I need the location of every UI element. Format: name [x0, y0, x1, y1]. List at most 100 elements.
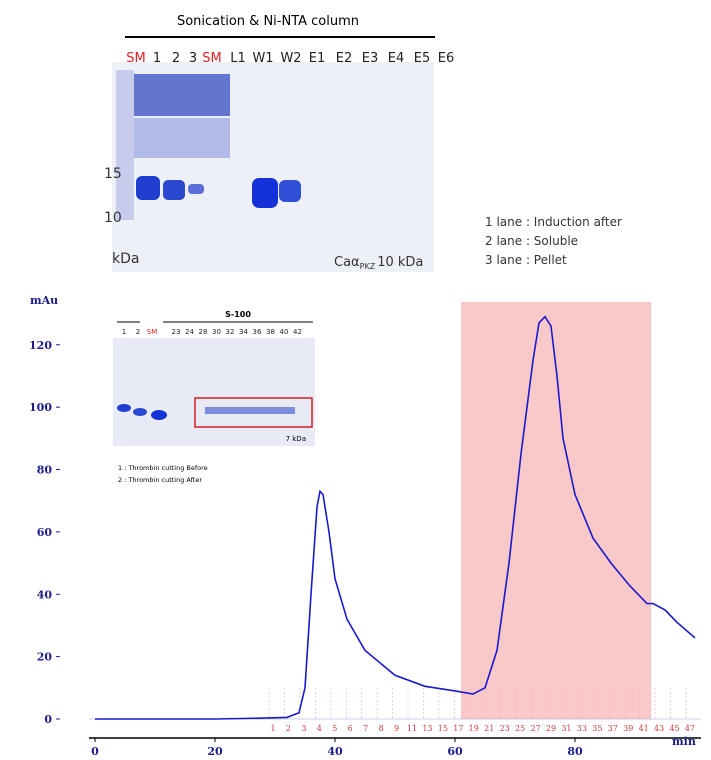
- lane-label: E3: [362, 51, 379, 66]
- inset-note: 1 : Thrombin cutting Before: [118, 464, 208, 472]
- lane-label: 42: [293, 328, 302, 336]
- lane-label: W1: [252, 51, 273, 66]
- fraction-label: 37: [608, 724, 618, 733]
- y-tick-label: 0: [44, 713, 52, 726]
- lane-label: 30: [212, 328, 221, 336]
- fraction-label: 5: [332, 724, 337, 733]
- lane-label: 3: [189, 51, 197, 66]
- trace: [95, 315, 696, 720]
- fraction-label: 27: [530, 724, 540, 733]
- fraction-label: 11: [407, 724, 417, 733]
- lane-label: 40: [280, 328, 289, 336]
- band: [188, 184, 204, 194]
- fraction-label: 45: [669, 724, 679, 733]
- fraction-label: 19: [469, 724, 479, 733]
- fraction-label: 25: [515, 724, 525, 733]
- fraction-label: 21: [484, 724, 494, 733]
- lane-label: SM: [126, 51, 145, 66]
- inset-gel: S-100 1 2 SM 23 24 28 30 32 34 36 38 40 42 7 kDa 1 :…: [113, 310, 315, 484]
- lane-label: E6: [438, 51, 455, 66]
- band: [252, 178, 278, 208]
- protein: CaαPKZ 10 kDa: [334, 255, 423, 271]
- fraction-label: 17: [453, 724, 463, 733]
- legend-line: 2 lane : Soluble: [485, 234, 578, 248]
- legend-line: 3 lane : Pellet: [485, 253, 567, 267]
- ladder: [116, 70, 134, 220]
- fraction-label: 29: [546, 724, 556, 733]
- lane-label: E2: [336, 51, 353, 66]
- gel-title: Sonication & Ni-NTA column: [177, 14, 359, 29]
- unit: kDa: [112, 251, 139, 267]
- fraction-label: 8: [379, 724, 384, 733]
- legend-line: 1 lane : Induction after: [485, 215, 622, 229]
- fraction-label: 31: [561, 724, 571, 733]
- y-tick-label: 60: [37, 526, 53, 539]
- lane-label: 28: [199, 328, 208, 336]
- band: [279, 180, 301, 202]
- lane-label: SM: [147, 328, 157, 336]
- fraction-label: 13: [422, 724, 432, 733]
- band: [151, 410, 167, 420]
- lane-label: 32: [226, 328, 235, 336]
- lane-label: E4: [388, 51, 405, 66]
- band: [163, 180, 185, 200]
- lane-label: SM: [202, 51, 221, 66]
- band: [134, 74, 230, 116]
- x-tick-label: 0: [91, 745, 99, 758]
- lane-label: 2: [136, 328, 140, 336]
- lane-label: 2: [172, 51, 180, 66]
- y-tick-label: 20: [37, 651, 53, 664]
- lane-label: W2: [280, 51, 301, 66]
- lane-label: L1: [230, 51, 246, 66]
- lane-label: 1: [153, 51, 161, 66]
- fraction-label: 39: [623, 724, 633, 733]
- lane-label: 24: [185, 328, 194, 336]
- y-tick-label: 120: [29, 339, 52, 352]
- lane-label: 34: [239, 328, 248, 336]
- band: [117, 404, 131, 412]
- lane-label: 1: [122, 328, 126, 336]
- marker: 15: [104, 166, 122, 182]
- fraction-label: 7: [363, 724, 368, 733]
- marker: 10: [104, 210, 122, 226]
- fraction-label: 15: [438, 724, 448, 733]
- fraction-label: 2: [286, 724, 291, 733]
- fraction-label: 4: [317, 724, 322, 733]
- fraction-label: 9: [394, 724, 399, 733]
- fraction-label: 23: [500, 724, 510, 733]
- fraction-label: 35: [592, 724, 602, 733]
- lane-label: 38: [266, 328, 275, 336]
- fraction-label: 47: [685, 724, 695, 733]
- fraction-label: 1: [270, 724, 275, 733]
- band: [134, 118, 230, 158]
- inset-title: S-100: [225, 310, 251, 319]
- fraction-label: 33: [577, 724, 587, 733]
- band: [136, 176, 160, 200]
- x-tick-label: 20: [207, 745, 223, 758]
- gel-top: Sonication & Ni-NTA column SM 1 2 3 SM L1 W1 W2…: [104, 14, 622, 272]
- inset-size: 7 kDa: [286, 435, 306, 443]
- lane-label: E5: [414, 51, 431, 66]
- fraction-label: 6: [348, 724, 353, 733]
- inset-note: 2 : Thrombin cutting After: [118, 476, 202, 484]
- y-axis-label: mAu: [30, 294, 58, 307]
- y-tick-label: 80: [37, 464, 53, 477]
- lane-label: E1: [309, 51, 326, 66]
- y-tick-label: 40: [37, 588, 53, 601]
- y-tick-label: 100: [29, 401, 52, 414]
- lane-label: 23: [172, 328, 181, 336]
- fraction-label: 3: [301, 724, 306, 733]
- fraction-label: 41: [639, 724, 649, 733]
- gel-background: [113, 338, 315, 446]
- x-tick-label: 40: [327, 745, 343, 758]
- x-tick-label: 80: [567, 745, 583, 758]
- band: [205, 407, 295, 414]
- highlight-box: [194, 397, 313, 428]
- band: [133, 408, 147, 416]
- x-axis-label: min: [672, 735, 696, 748]
- fraction-label: 43: [654, 724, 664, 733]
- x-tick-label: 60: [447, 745, 463, 758]
- lane-label: 36: [253, 328, 262, 336]
